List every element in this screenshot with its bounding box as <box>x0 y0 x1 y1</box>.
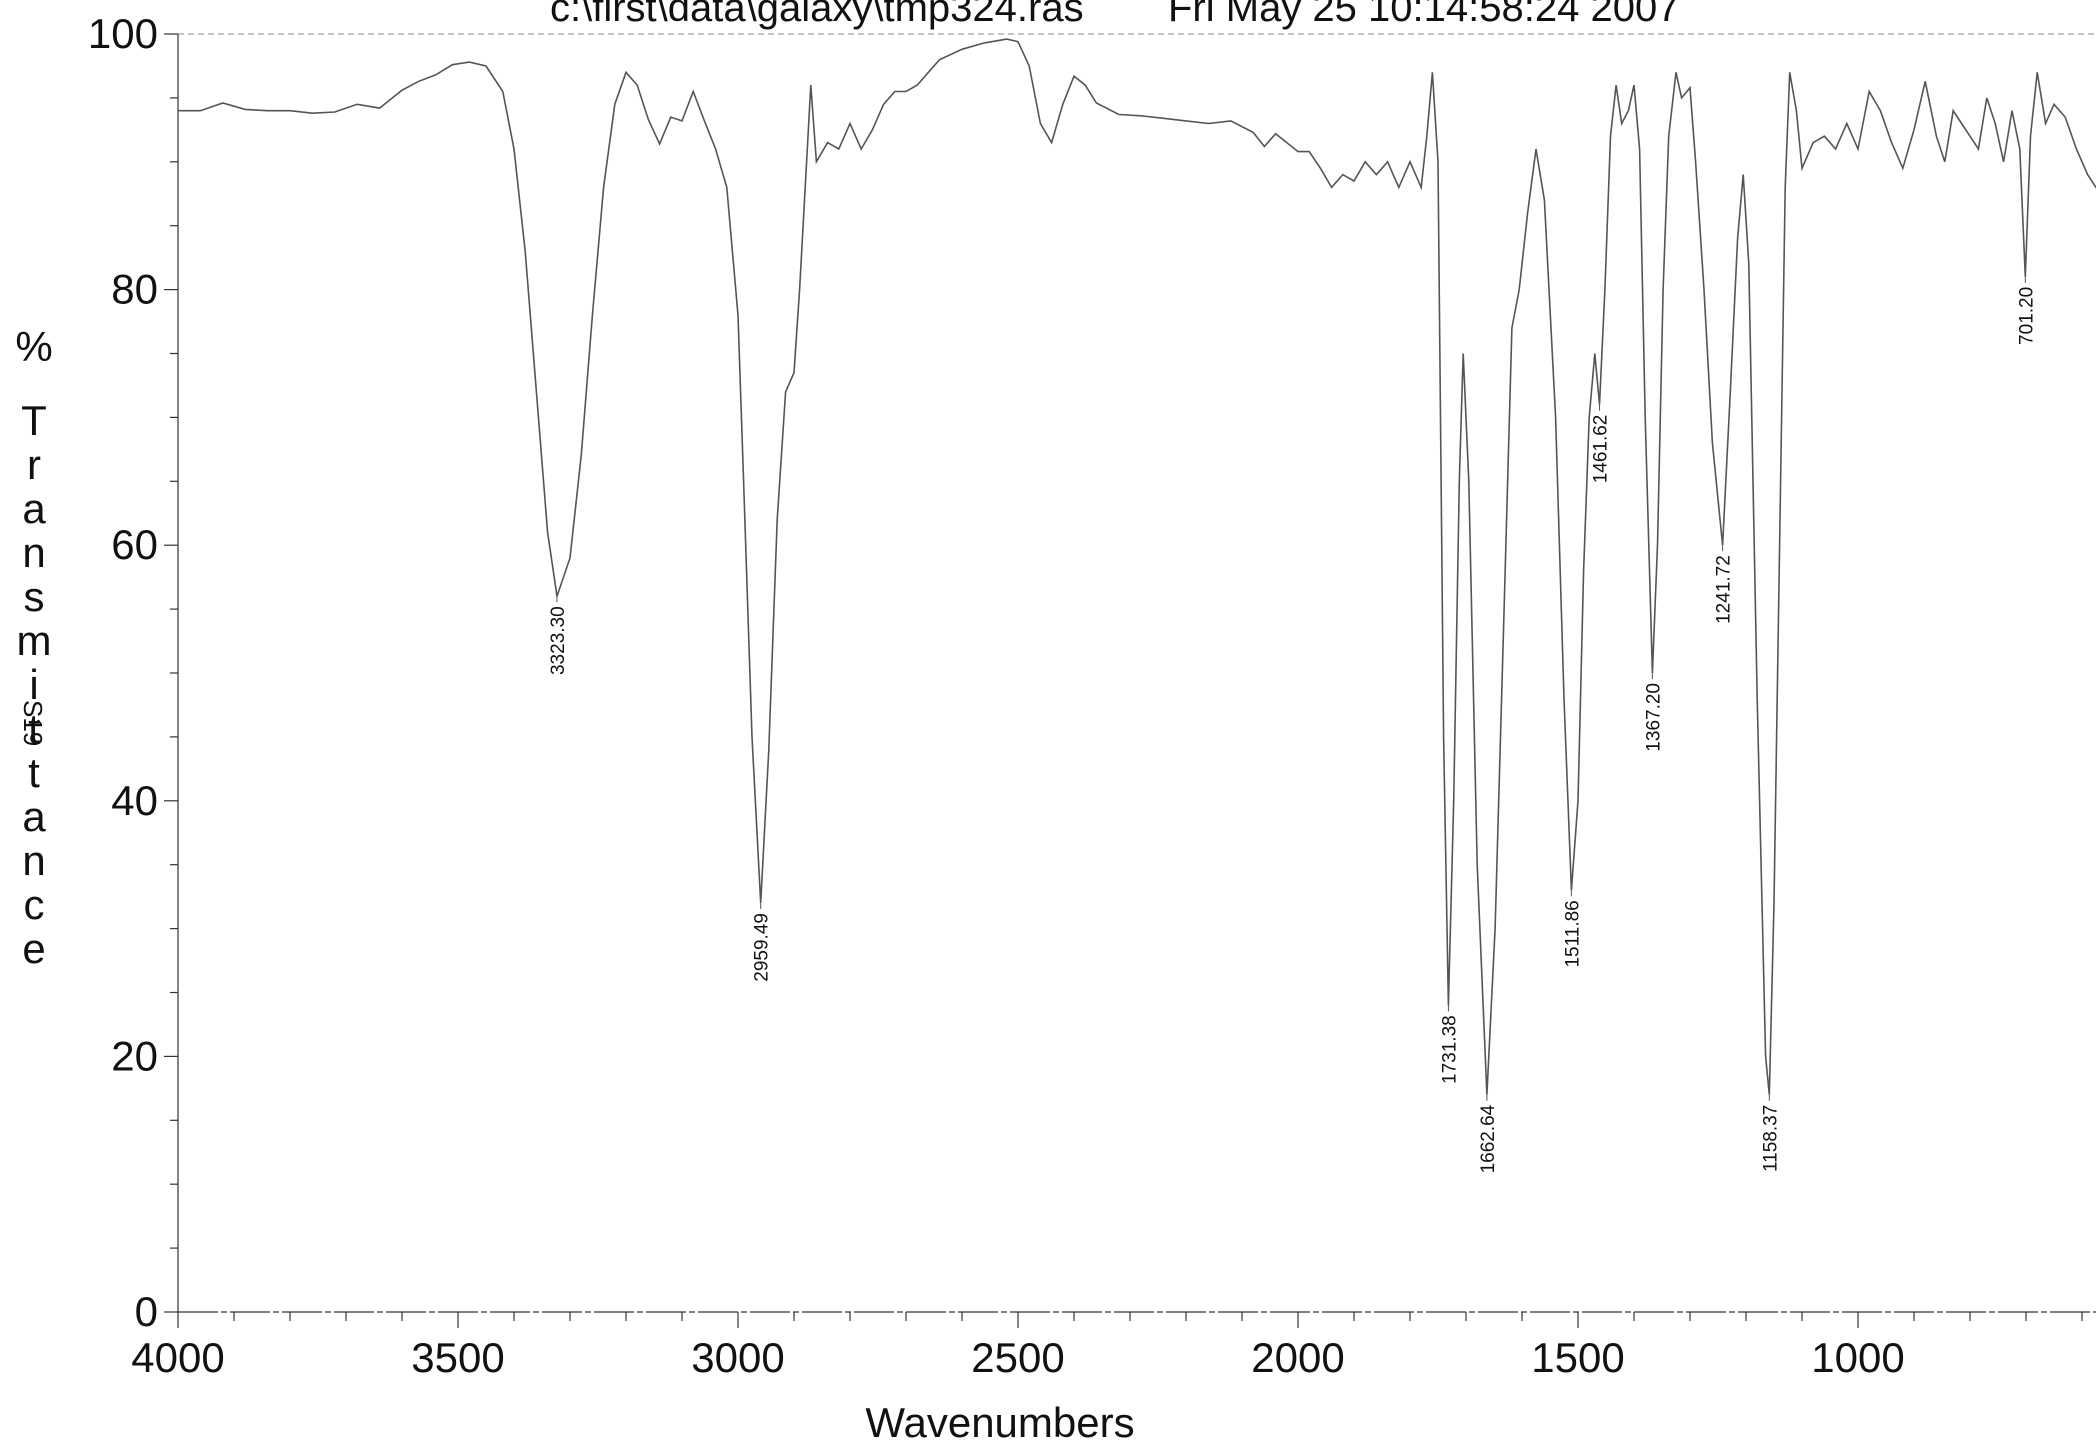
y-label-char: m <box>16 617 52 664</box>
y-label-char: c <box>23 881 45 928</box>
peak-label: 701.20 <box>2016 287 2037 345</box>
y-label-char: t <box>28 705 40 752</box>
peak-label: 2959.49 <box>752 913 773 982</box>
y-label-char: a <box>22 485 46 532</box>
y-tick-label: 100 <box>88 10 158 57</box>
tick-labels: 4000350030002500200015001000500020406080… <box>88 10 1905 1381</box>
y-tick-label: 20 <box>111 1032 158 1079</box>
x-tick-label: 3500 <box>411 1334 504 1381</box>
axes <box>177 33 2096 1313</box>
x-tick-label: 3000 <box>691 1334 784 1381</box>
peak-label: 1731.38 <box>1439 1015 1460 1084</box>
peak-labels: 3323.30 2959.49 1731.38 1662.64 1511.86 1461.… <box>548 276 2037 1173</box>
sample-label: S19 <box>18 700 48 747</box>
file-path: c:\first\data\galaxy\tmp324.ras <box>550 0 1084 30</box>
peak-label: 1158.37 <box>1760 1105 1781 1172</box>
peak-label: 1241.72 <box>1714 555 1735 624</box>
y-tick-label: 60 <box>111 521 158 568</box>
y-label-char: n <box>22 529 46 576</box>
y-label-char: s <box>23 573 45 620</box>
y-label-char: n <box>22 837 46 884</box>
peak-label: 1461.62 <box>1590 415 1611 484</box>
x-axis-label: Wavenumbers <box>865 1399 1134 1446</box>
y-tick-label: 40 <box>111 777 158 824</box>
peak-label: 1367.20 <box>1643 683 1664 752</box>
y-label-char: i <box>29 661 39 708</box>
y-label-char: e <box>22 925 46 972</box>
peak-label: 1662.64 <box>1478 1104 1499 1173</box>
spectrum-line <box>178 38 2096 1095</box>
timestamp: Fri May 25 10:14:58:24 2007 <box>1168 0 1680 30</box>
y-label-char: % <box>15 323 53 370</box>
x-tick-label: 4000 <box>131 1334 224 1381</box>
tick-marks <box>164 33 2083 1328</box>
y-label-gap <box>14 369 54 399</box>
y-label-char: T <box>21 397 47 444</box>
x-tick-label: 1000 <box>1811 1334 1904 1381</box>
y-label-char: r <box>27 441 41 488</box>
y-tick-label: 80 <box>111 266 158 313</box>
y-tick-label: 0 <box>135 1288 158 1335</box>
peak-label: 3323.30 <box>548 606 569 675</box>
x-tick-label: 1500 <box>1531 1334 1624 1381</box>
y-label-char: t <box>28 749 40 796</box>
peak-label: 1511.86 <box>1562 900 1583 967</box>
y-label-char: a <box>22 793 46 840</box>
x-tick-label: 2000 <box>1251 1334 1344 1381</box>
x-tick-label: 2500 <box>971 1334 1064 1381</box>
